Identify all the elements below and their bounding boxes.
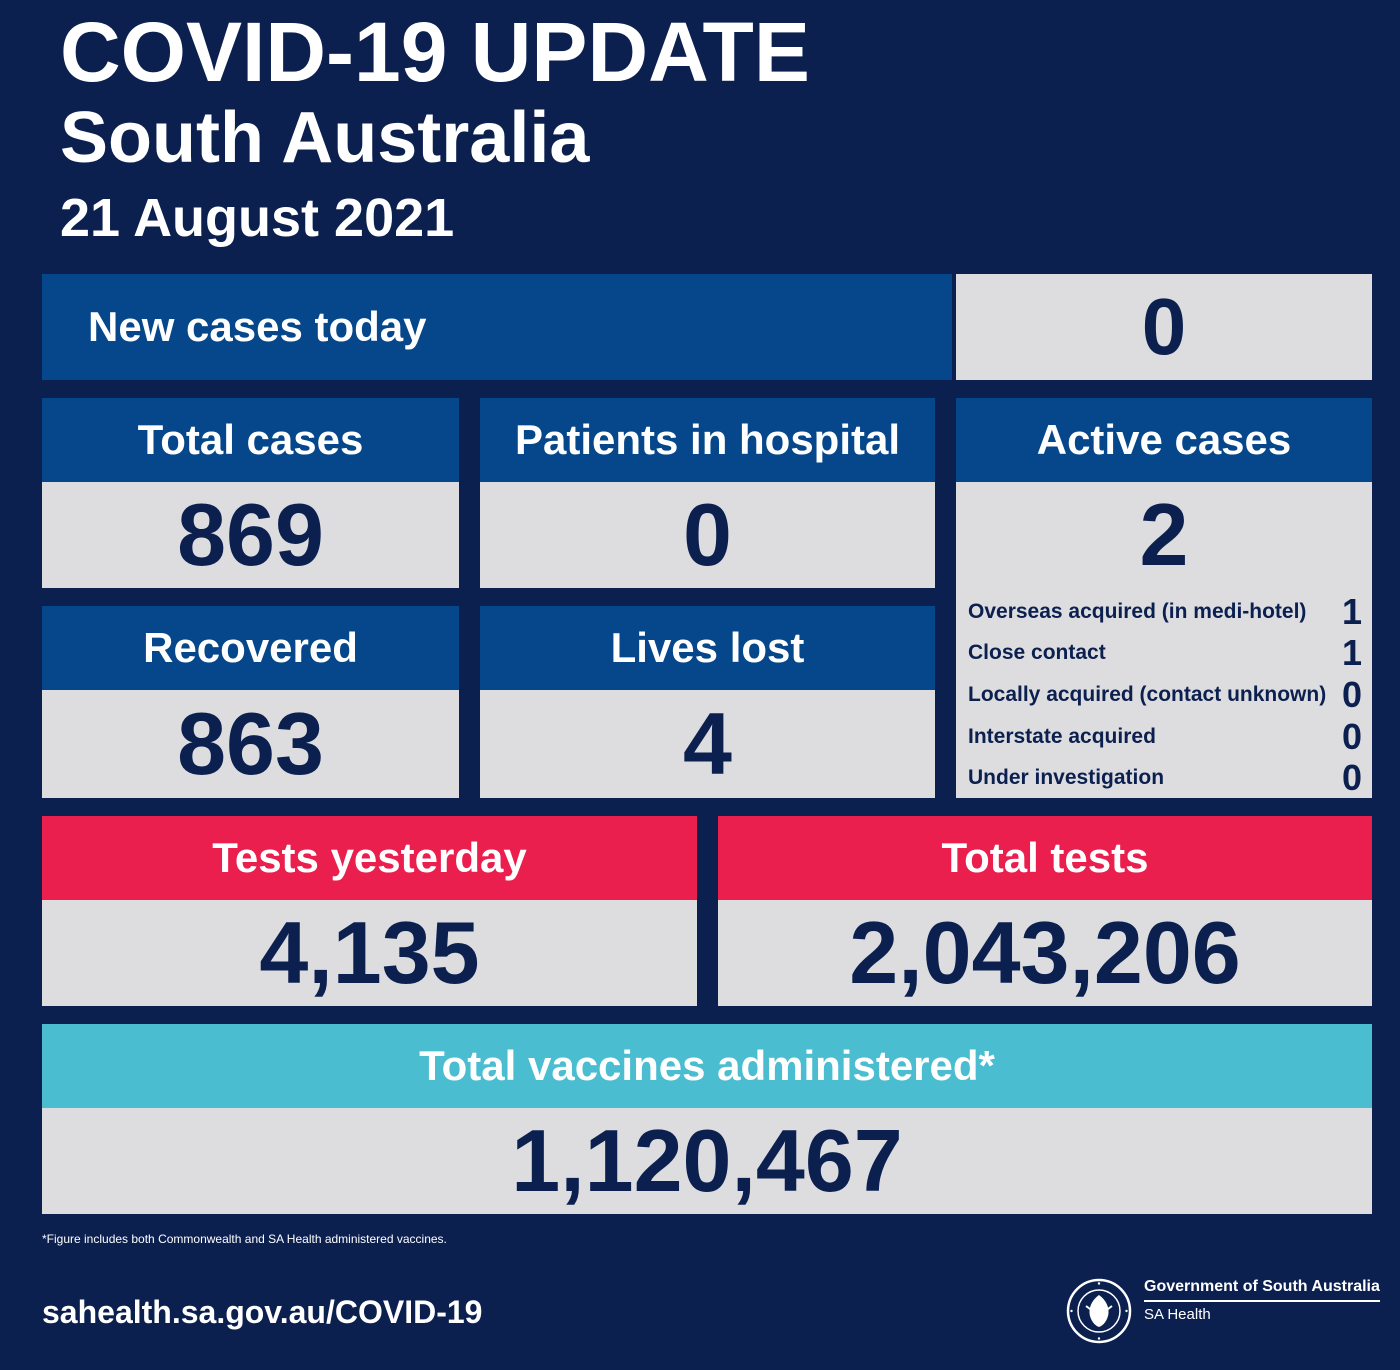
breakdown-value: 0 [1341, 716, 1362, 757]
breakdown-label: Close contact [968, 641, 1106, 664]
new-cases-value: 0 [956, 274, 1372, 380]
total-cases-value: 869 [42, 482, 459, 588]
active-cases-value: 2 [956, 482, 1372, 588]
breakdown-value: 0 [1341, 757, 1362, 798]
lives-lost-label: Lives lost [480, 606, 935, 690]
breakdown-value: 1 [1341, 591, 1362, 632]
website-link[interactable]: sahealth.sa.gov.au/COVID-19 [42, 1294, 483, 1330]
recovered-value: 863 [42, 690, 459, 798]
breakdown-value: 0 [1341, 674, 1362, 715]
sa-government-logo: Government of South Australia SA Health [1066, 1272, 1380, 1344]
tests-yesterday-value: 4,135 [42, 900, 697, 1006]
breakdown-label: Locally acquired (contact unknown) [968, 683, 1327, 706]
breakdown-label: Under investigation [968, 766, 1165, 789]
new-cases-label: New cases today [42, 274, 952, 380]
vaccines-value: 1,120,467 [42, 1108, 1372, 1214]
active-cases-breakdown: Overseas acquired (in medi-hotel) 1 Clos… [956, 588, 1372, 798]
active-cases-label: Active cases [956, 398, 1372, 482]
total-cases-label: Total cases [42, 398, 459, 482]
breakdown-row-local: Locally acquired (contact unknown) 0 [968, 674, 1362, 715]
government-name: Government of South Australia [1144, 1278, 1380, 1302]
hospital-label: Patients in hospital [480, 398, 935, 482]
breakdown-row-overseas: Overseas acquired (in medi-hotel) 1 [968, 591, 1362, 632]
breakdown-label: Interstate acquired [968, 725, 1156, 748]
report-date: 21 August 2021 [60, 188, 455, 248]
lives-lost-value: 4 [480, 690, 935, 798]
page-title: COVID-19 UPDATE [60, 5, 810, 99]
recovered-label: Recovered [42, 606, 459, 690]
vaccines-label: Total vaccines administered* [42, 1024, 1372, 1108]
vaccine-footnote: *Figure includes both Commonwealth and S… [42, 1232, 447, 1246]
sa-government-seal-icon [1066, 1278, 1132, 1344]
tests-yesterday-label: Tests yesterday [42, 816, 697, 900]
breakdown-label: Overseas acquired (in medi-hotel) [968, 600, 1307, 623]
breakdown-value: 1 [1341, 632, 1362, 673]
total-tests-value: 2,043,206 [718, 900, 1372, 1006]
page-subtitle: South Australia [60, 98, 590, 178]
total-tests-label: Total tests [718, 816, 1372, 900]
breakdown-row-investigation: Under investigation 0 [968, 757, 1362, 798]
breakdown-row-close-contact: Close contact 1 [968, 632, 1362, 673]
department-name: SA Health [1144, 1306, 1211, 1323]
breakdown-row-interstate: Interstate acquired 0 [968, 716, 1362, 757]
hospital-value: 0 [480, 482, 935, 588]
